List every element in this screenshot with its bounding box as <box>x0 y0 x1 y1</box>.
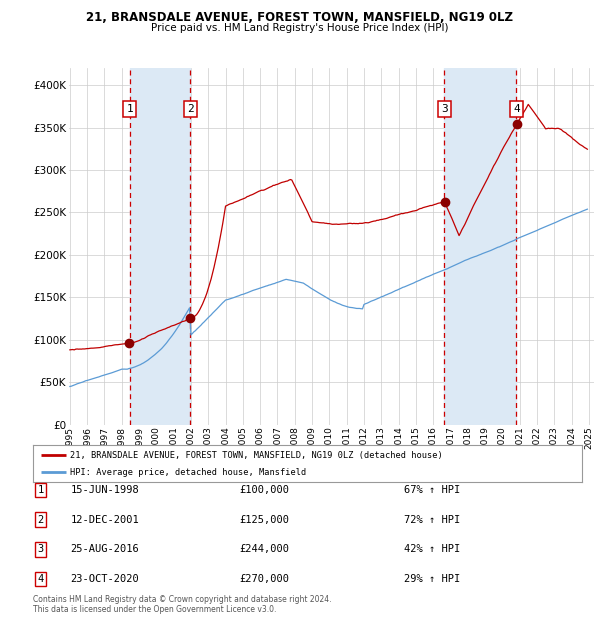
Text: HPI: Average price, detached house, Mansfield: HPI: Average price, detached house, Mans… <box>70 468 307 477</box>
Text: 15-JUN-1998: 15-JUN-1998 <box>71 485 139 495</box>
Text: 42% ↑ HPI: 42% ↑ HPI <box>404 544 460 554</box>
Text: 21, BRANSDALE AVENUE, FOREST TOWN, MANSFIELD, NG19 0LZ: 21, BRANSDALE AVENUE, FOREST TOWN, MANSF… <box>86 11 514 24</box>
Text: 2: 2 <box>187 104 193 114</box>
Text: Price paid vs. HM Land Registry's House Price Index (HPI): Price paid vs. HM Land Registry's House … <box>151 23 449 33</box>
Text: 29% ↑ HPI: 29% ↑ HPI <box>404 574 460 584</box>
Text: This data is licensed under the Open Government Licence v3.0.: This data is licensed under the Open Gov… <box>33 604 277 614</box>
Text: 23-OCT-2020: 23-OCT-2020 <box>71 574 139 584</box>
Text: 3: 3 <box>441 104 448 114</box>
Bar <box>130 68 190 425</box>
Text: £100,000: £100,000 <box>239 485 289 495</box>
Text: 4: 4 <box>38 574 44 584</box>
Text: 72% ↑ HPI: 72% ↑ HPI <box>404 515 460 525</box>
Text: 3: 3 <box>38 544 44 554</box>
Text: £270,000: £270,000 <box>239 574 289 584</box>
Text: 1: 1 <box>38 485 44 495</box>
Text: 4: 4 <box>513 104 520 114</box>
Text: 2: 2 <box>38 515 44 525</box>
Text: 21, BRANSDALE AVENUE, FOREST TOWN, MANSFIELD, NG19 0LZ (detached house): 21, BRANSDALE AVENUE, FOREST TOWN, MANSF… <box>70 451 443 459</box>
Text: 25-AUG-2016: 25-AUG-2016 <box>71 544 139 554</box>
Text: 1: 1 <box>126 104 133 114</box>
Bar <box>445 68 517 425</box>
Text: 67% ↑ HPI: 67% ↑ HPI <box>404 485 460 495</box>
Text: £244,000: £244,000 <box>239 544 289 554</box>
Text: Contains HM Land Registry data © Crown copyright and database right 2024.: Contains HM Land Registry data © Crown c… <box>33 595 331 604</box>
Text: 12-DEC-2001: 12-DEC-2001 <box>71 515 139 525</box>
Text: £125,000: £125,000 <box>239 515 289 525</box>
